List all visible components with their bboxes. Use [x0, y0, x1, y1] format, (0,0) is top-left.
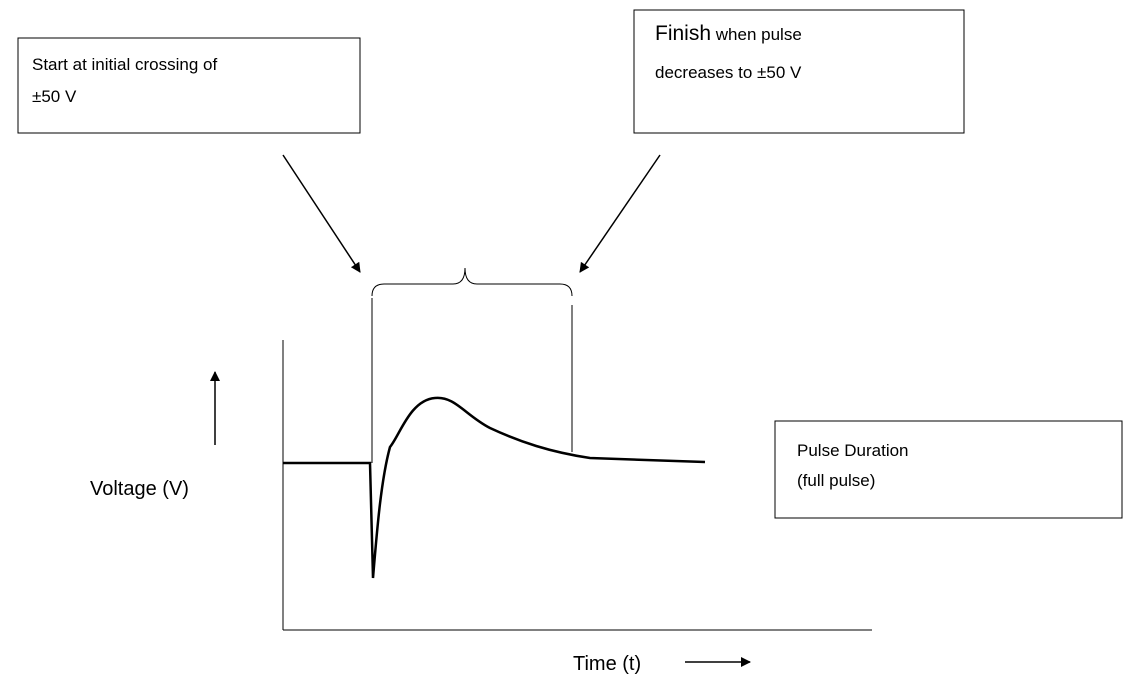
finish-line: when pulse [715, 25, 802, 44]
duration-box [774, 420, 1123, 519]
duration-text: (full pulse) [797, 471, 875, 490]
finish-box [633, 9, 965, 134]
arrow [282, 154, 361, 273]
y-axis-label: Voltage (V) [90, 478, 189, 500]
finish-text: Finish when pulse [655, 22, 802, 45]
brace [371, 267, 573, 297]
finish-text: decreases to ±50 V [655, 63, 802, 82]
arrow [579, 154, 661, 273]
start-text: Start at initial crossing of [32, 55, 217, 74]
finish-lead: Finish [655, 22, 711, 45]
x-axis-label: Time (t) [573, 653, 641, 675]
pulse-waveform [283, 396, 706, 579]
duration-text: Pulse Duration [797, 441, 909, 460]
start-text: ±50 V [32, 87, 77, 106]
start-box [17, 37, 361, 134]
